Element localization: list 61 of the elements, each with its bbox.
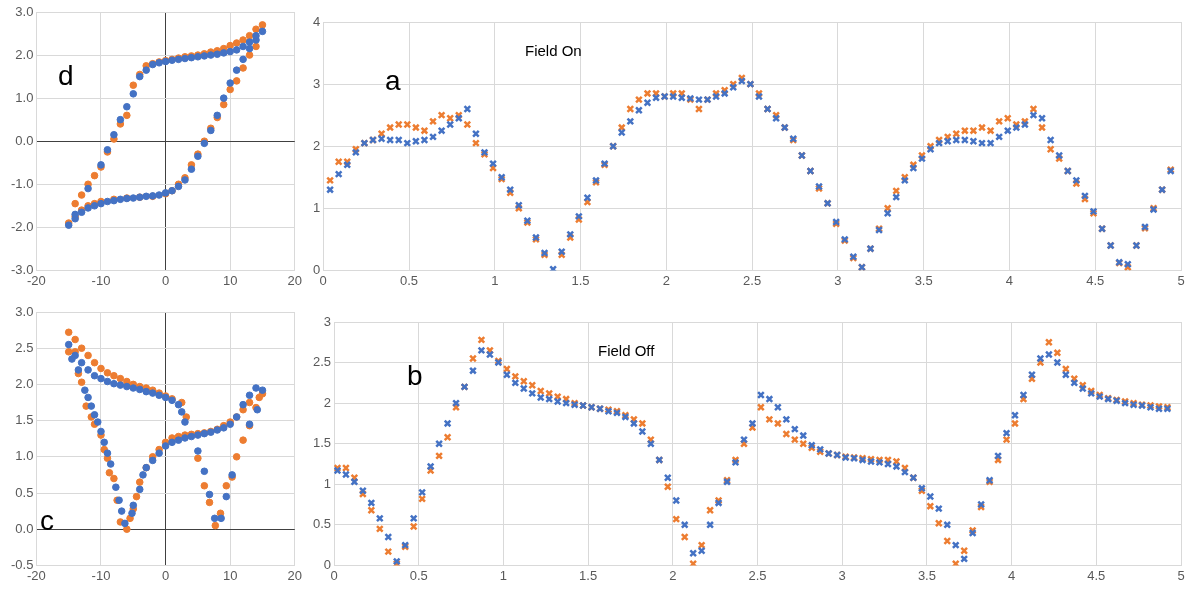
y-tick-label: 0.5 <box>15 484 34 500</box>
x-tick-label: 3.5 <box>914 272 933 288</box>
y-tick-label: -3.0 <box>10 261 34 277</box>
x-tick-label: 20 <box>287 272 302 288</box>
annotation: c <box>40 505 54 537</box>
x-tick-label: 4 <box>1005 272 1014 288</box>
x-tick-label: 1.5 <box>579 567 598 583</box>
x-tick-label: 4 <box>1008 567 1016 583</box>
y-tick-label: 0 <box>313 261 321 277</box>
x-tick-label: 1.5 <box>571 272 590 288</box>
y-tick-label: 1 <box>323 475 332 491</box>
y-tick-label: 0.5 <box>312 516 332 532</box>
x-tick-label: 4.5 <box>1086 272 1105 288</box>
x-tick-label: 5 <box>1177 567 1185 583</box>
x-tick-label: 2.5 <box>748 567 767 583</box>
y-tick-label: 0.0 <box>15 132 34 148</box>
x-tick-label: 2 <box>662 272 670 288</box>
y-tick-label: 2 <box>313 137 321 153</box>
annotation: d <box>58 60 74 92</box>
x-tick-label: 5 <box>1177 272 1185 288</box>
x-tick-label: 0 <box>161 272 170 288</box>
x-tick-label: 2 <box>669 567 677 583</box>
y-tick-label: 1.5 <box>15 412 34 428</box>
y-tick-label: -1.0 <box>10 175 34 191</box>
y-tick-label: 1.5 <box>312 435 332 451</box>
x-tick-label: 3.5 <box>917 567 936 583</box>
annotation: Field On <box>525 42 582 59</box>
annotation: a <box>385 65 401 97</box>
x-tick-label: -10 <box>91 567 111 583</box>
y-tick-label: 3 <box>313 75 321 91</box>
x-tick-label: 1 <box>499 567 508 583</box>
x-tick-label: 0 <box>161 567 170 583</box>
annotation: b <box>407 360 423 392</box>
y-tick-label: 4 <box>313 13 321 29</box>
y-tick-label: -2.0 <box>10 218 34 234</box>
y-tick-label: 2.5 <box>312 354 332 370</box>
x-tick-label: 10 <box>222 567 238 583</box>
y-tick-label: 2.0 <box>15 375 34 391</box>
y-tick-label: 3.0 <box>15 303 34 319</box>
x-tick-label: 4.5 <box>1087 567 1106 583</box>
y-tick-label: 3.0 <box>15 3 34 19</box>
y-tick-label: 0 <box>323 556 332 572</box>
y-tick-label: 0.0 <box>15 520 34 536</box>
y-tick-label: 2.0 <box>15 46 34 62</box>
x-tick-label: 2.5 <box>743 272 762 288</box>
y-tick-label: 1 <box>313 199 321 215</box>
y-tick-label: 3 <box>323 313 332 329</box>
x-tick-label: 3 <box>834 272 842 288</box>
y-tick-label: 1.0 <box>15 89 34 105</box>
x-tick-label: 1 <box>491 272 499 288</box>
x-tick-label: -10 <box>91 272 111 288</box>
x-tick-label: 0.5 <box>409 567 428 583</box>
y-tick-label: -0.5 <box>10 556 34 572</box>
x-tick-label: 0.5 <box>399 272 419 288</box>
x-tick-label: 3 <box>838 567 846 583</box>
y-tick-label: 1.0 <box>15 448 34 464</box>
y-tick-label: 2 <box>323 394 332 410</box>
x-tick-label: 10 <box>222 272 238 288</box>
x-tick-label: 20 <box>287 567 302 583</box>
y-tick-label: 2.5 <box>15 339 34 355</box>
annotation: Field Off <box>598 342 655 359</box>
